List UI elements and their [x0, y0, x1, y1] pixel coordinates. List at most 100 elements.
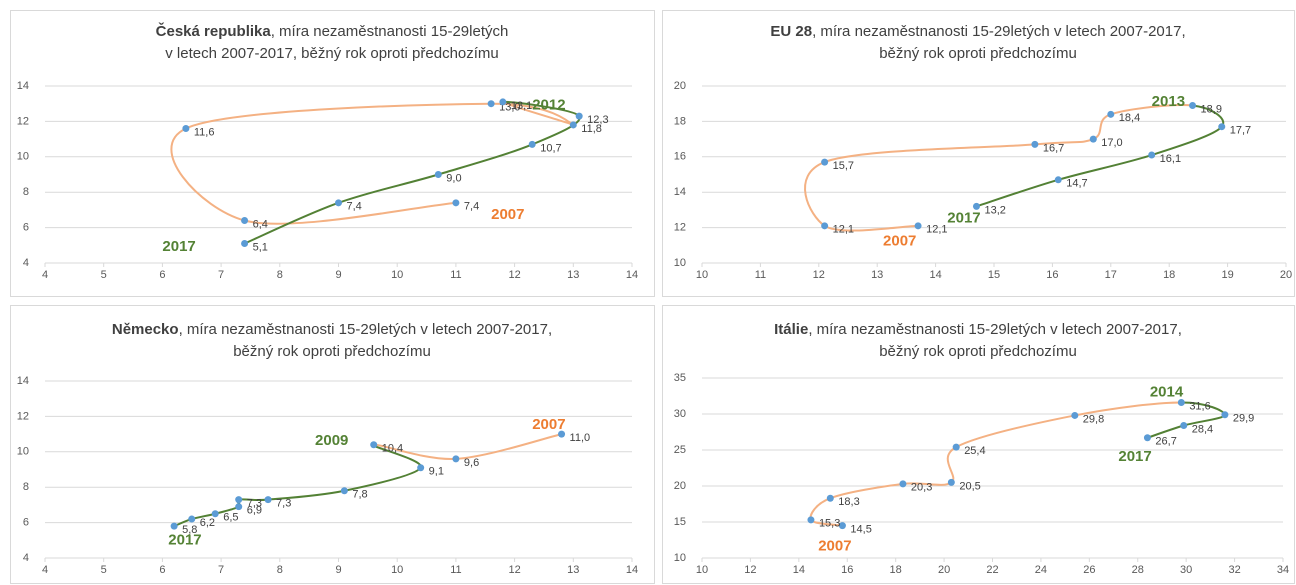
y-tick-label: 18 [674, 115, 686, 127]
x-tick-label: 12 [744, 564, 756, 576]
value-label: 10,7 [540, 142, 561, 154]
value-label: 7,3 [276, 497, 291, 509]
chart: EU 28, míra nezaměstnanosti 15-29letých … [662, 10, 1295, 297]
point [1054, 176, 1062, 184]
line-segment [976, 178, 1059, 208]
point [899, 480, 907, 488]
x-tick-label: 30 [1180, 564, 1192, 576]
point [434, 171, 442, 178]
value-label: 10,4 [382, 443, 403, 455]
y-tick-label: 6 [23, 517, 29, 529]
x-tick-label: 10 [391, 564, 403, 576]
point [1071, 411, 1079, 419]
x-tick-label: 9 [335, 269, 341, 281]
value-label: 7,3 [247, 497, 262, 509]
point [807, 516, 815, 524]
x-tick-label: 7 [218, 564, 224, 576]
line-segment [804, 161, 826, 227]
line-segment [1110, 104, 1193, 116]
x-tick-label: 14 [626, 269, 638, 281]
y-tick-label: 16 [674, 151, 686, 163]
point [558, 430, 566, 438]
point [1218, 123, 1226, 131]
line-segment [955, 414, 1076, 448]
value-label: 11,0 [570, 432, 591, 444]
value-label: 14,7 [1066, 178, 1087, 190]
point [1189, 101, 1197, 109]
value-label: 18,4 [1119, 112, 1140, 124]
chart-title-rest: , míra nezaměstnanosti 15-29letých v let… [179, 321, 553, 338]
point [528, 140, 536, 148]
value-label: 13,1 [511, 100, 532, 112]
line-segment [344, 467, 422, 492]
year-annotation: 2014 [1150, 383, 1184, 400]
point [821, 222, 829, 230]
x-tick-label: 16 [841, 564, 853, 576]
line-segment [829, 482, 904, 500]
value-label: 16,7 [1043, 142, 1064, 154]
line-segment [438, 143, 533, 176]
point [1180, 422, 1188, 430]
x-tick-label: 19 [1221, 269, 1233, 281]
line-segment [1151, 125, 1223, 156]
point [826, 494, 834, 502]
y-tick-label: 8 [23, 481, 29, 493]
y-tick-label: 6 [23, 222, 29, 234]
value-label: 6,9 [247, 505, 262, 517]
value-label: 12,1 [833, 224, 854, 236]
chart-title: Itálie, míra nezaměstnanosti 15-29letých… [774, 321, 1182, 338]
x-tick-label: 13 [567, 269, 579, 281]
x-tick-label: 18 [1163, 269, 1175, 281]
value-label: 26,7 [1155, 436, 1176, 448]
value-label: 12,3 [587, 114, 608, 126]
value-label: 7,8 [352, 489, 367, 501]
x-tick-label: 4 [42, 564, 48, 576]
point [1143, 434, 1151, 442]
value-label: 29,8 [1083, 413, 1104, 425]
value-label: 6,5 [223, 512, 238, 524]
x-tick-label: 14 [626, 564, 638, 576]
point [170, 522, 178, 530]
value-label: 9,0 [446, 172, 461, 184]
point [241, 240, 249, 248]
point [370, 441, 378, 449]
x-tick-label: 10 [696, 564, 708, 576]
x-tick-label: 12 [508, 564, 520, 576]
x-tick-label: 7 [218, 269, 224, 281]
year-annotation: 2007 [883, 233, 916, 250]
y-tick-label: 4 [23, 552, 29, 564]
point [972, 202, 980, 210]
value-label: 16,1 [1160, 153, 1181, 165]
chart-title: Česká republika, míra nezaměstnanosti 15… [156, 22, 509, 40]
value-label: 20,5 [959, 480, 980, 492]
x-tick-label: 32 [1228, 564, 1240, 576]
line-segment [267, 489, 345, 501]
chart-title-bold: Česká republika [156, 22, 272, 40]
point [947, 478, 955, 486]
y-tick-label: 4 [23, 257, 29, 269]
line-segment [244, 201, 456, 225]
x-tick-label: 5 [101, 564, 107, 576]
chart-subtitle: běžný rok oproti předchozímu [879, 343, 1077, 360]
line-segment [244, 201, 339, 245]
chart-frame [662, 305, 1295, 584]
value-label: 12,1 [926, 224, 947, 236]
point [241, 217, 249, 225]
line-segment [170, 127, 245, 222]
chart-frame [662, 10, 1295, 297]
x-tick-label: 22 [986, 564, 998, 576]
year-annotation: 2007 [532, 416, 565, 433]
y-tick-label: 14 [674, 186, 686, 198]
chart-title-rest: , míra nezaměstnanosti 15-29letých v let… [808, 321, 1182, 338]
chart-title-rest: , míra nezaměstnanosti 15-29letých [271, 23, 509, 40]
y-tick-label: 10 [674, 257, 686, 269]
point [1107, 110, 1115, 118]
point [1221, 411, 1229, 419]
line-segment [338, 173, 439, 204]
point [1031, 140, 1039, 148]
x-tick-label: 10 [391, 269, 403, 281]
line-segment [455, 433, 562, 460]
value-label: 11,8 [581, 123, 602, 135]
value-label: 7,4 [464, 201, 479, 213]
